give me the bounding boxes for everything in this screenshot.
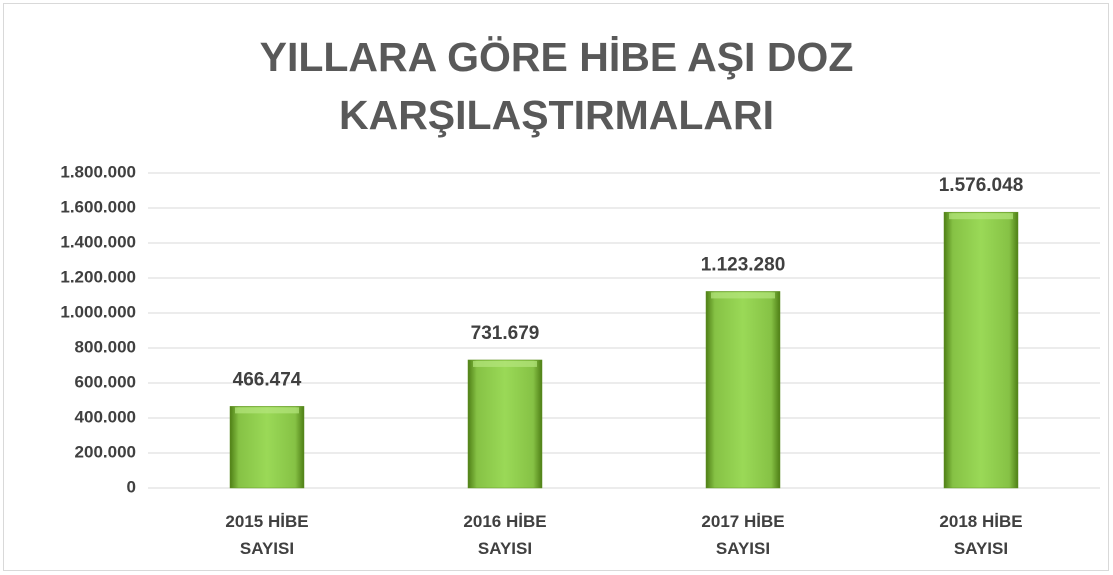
y-tick-label: 1.400.000 [60,232,136,251]
bar-bevel [473,360,537,367]
x-tick-label: 2015 HİBE SAYISI [225,512,309,558]
data-label: 466.474 [233,369,302,390]
chart-border [3,3,1109,571]
x-tick-label: 2017 HİBE SAYISI [701,512,785,558]
y-tick-label: 1.800.000 [60,162,136,181]
chart-title: YILLARA GÖRE HİBE AŞI DOZ KARŞILAŞTIRMAL… [259,34,854,138]
bar [467,359,543,489]
x-tick-label: 2018 HİBE SAYISI [939,512,1023,558]
y-tick-label: 200.000 [75,442,136,461]
bar [705,291,781,489]
bar [943,211,1019,489]
bar-bevel [235,407,299,414]
data-label: 1.123.280 [701,254,786,275]
bar [229,406,305,489]
x-tick-label: 2016 HİBE SAYISI [463,512,547,558]
y-tick-label: 400.000 [75,407,136,426]
data-label: 731.679 [471,323,540,344]
y-tick-label: 1.200.000 [60,267,136,286]
y-tick-label: 0 [127,477,136,496]
y-tick-label: 600.000 [75,372,136,391]
bar-bevel [949,213,1013,220]
y-tick-label: 1.000.000 [60,302,136,321]
data-label: 1.576.048 [939,175,1024,196]
y-tick-label: 800.000 [75,337,136,356]
y-tick-label: 1.600.000 [60,197,136,216]
bar-bevel [711,292,775,299]
